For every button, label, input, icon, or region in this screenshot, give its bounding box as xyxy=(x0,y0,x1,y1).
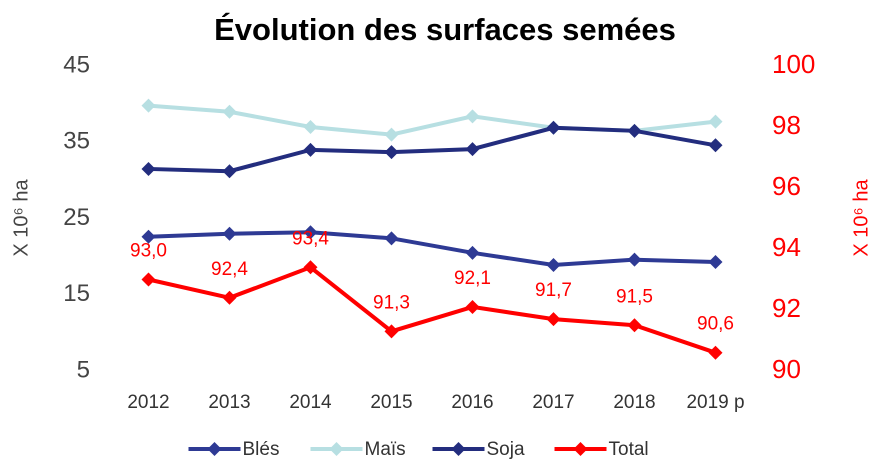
x-tick-label: 2019 p xyxy=(686,392,744,413)
y2-tick-label: 98 xyxy=(772,110,801,140)
x-tick-label: 2017 xyxy=(532,392,574,413)
data-point xyxy=(141,161,156,176)
x-tick-label: 2016 xyxy=(451,392,493,413)
data-point xyxy=(303,120,318,134)
y2-tick-label: 100 xyxy=(772,49,815,79)
data-point xyxy=(141,229,156,244)
data-point xyxy=(384,127,399,142)
data-point xyxy=(141,98,156,113)
data-point xyxy=(222,164,237,179)
data-label: 93,0 xyxy=(130,241,167,262)
data-point xyxy=(222,290,237,305)
data-point xyxy=(141,272,156,287)
legend-label: Maïs xyxy=(365,439,406,460)
data-point xyxy=(546,312,561,327)
legend-marker xyxy=(451,442,466,456)
x-tick-label: 2015 xyxy=(370,392,412,413)
data-point xyxy=(708,114,723,129)
data-point xyxy=(465,142,480,157)
data-point xyxy=(222,104,237,119)
legend-label: Blés xyxy=(243,439,280,460)
y2-axis-label: X 10⁶ ha xyxy=(850,179,872,257)
legend-marker xyxy=(573,442,588,456)
data-point xyxy=(303,142,318,157)
x-tick-label: 2013 xyxy=(208,392,250,413)
data-point xyxy=(627,318,642,333)
series-line xyxy=(148,125,716,174)
legend-marker xyxy=(329,442,344,456)
data-point xyxy=(384,231,399,246)
y-tick-label: 25 xyxy=(63,204,90,231)
x-tick-label: 2014 xyxy=(289,392,332,413)
data-point xyxy=(708,345,723,360)
legend-label: Total xyxy=(609,439,649,460)
data-label: 92,1 xyxy=(454,268,491,289)
data-point xyxy=(627,123,642,138)
x-tick-label: 2012 xyxy=(127,392,169,413)
data-label: 90,6 xyxy=(697,314,734,335)
data-label: 91,7 xyxy=(535,280,572,301)
y2-tick-label: 90 xyxy=(772,354,801,384)
data-point xyxy=(303,260,318,275)
legend-label: Soja xyxy=(487,439,525,460)
series-line xyxy=(148,230,716,268)
y2-tick-label: 94 xyxy=(772,232,801,262)
y-tick-label: 35 xyxy=(63,128,90,155)
chart-title: Évolution des surfaces semées xyxy=(214,12,676,47)
data-point xyxy=(384,145,399,160)
y-tick-label: 5 xyxy=(77,356,90,383)
series-line xyxy=(148,265,717,355)
data-label: 91,3 xyxy=(373,292,410,313)
y-axis-label: X 10⁶ ha xyxy=(10,179,32,257)
data-point xyxy=(465,299,480,314)
data-point xyxy=(708,138,723,153)
data-point xyxy=(465,109,480,124)
data-point xyxy=(708,254,723,269)
data-point xyxy=(546,120,561,135)
y-tick-label: 15 xyxy=(63,280,90,307)
y-tick-label: 45 xyxy=(63,51,90,78)
data-point xyxy=(465,245,480,260)
x-tick-label: 2018 xyxy=(613,392,655,413)
data-label: 91,5 xyxy=(616,286,653,307)
data-point xyxy=(627,252,642,267)
y2-tick-label: 96 xyxy=(772,171,801,201)
legend-marker xyxy=(207,442,222,456)
data-point xyxy=(384,324,399,339)
y2-tick-label: 92 xyxy=(772,293,801,323)
data-point xyxy=(303,225,318,240)
data-label: 93,4 xyxy=(292,228,329,249)
data-point xyxy=(546,258,561,273)
data-point xyxy=(222,226,237,241)
data-label: 92,4 xyxy=(211,259,248,280)
